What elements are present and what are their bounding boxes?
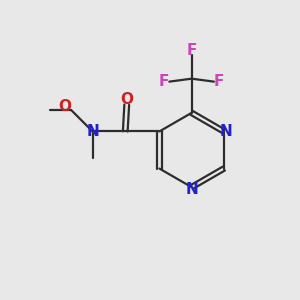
Text: F: F <box>186 43 197 58</box>
Text: F: F <box>159 74 169 89</box>
Text: N: N <box>185 182 198 197</box>
Text: O: O <box>120 92 133 107</box>
Text: F: F <box>214 74 224 89</box>
Text: O: O <box>58 99 71 114</box>
Text: N: N <box>220 124 233 139</box>
Text: N: N <box>86 124 99 139</box>
